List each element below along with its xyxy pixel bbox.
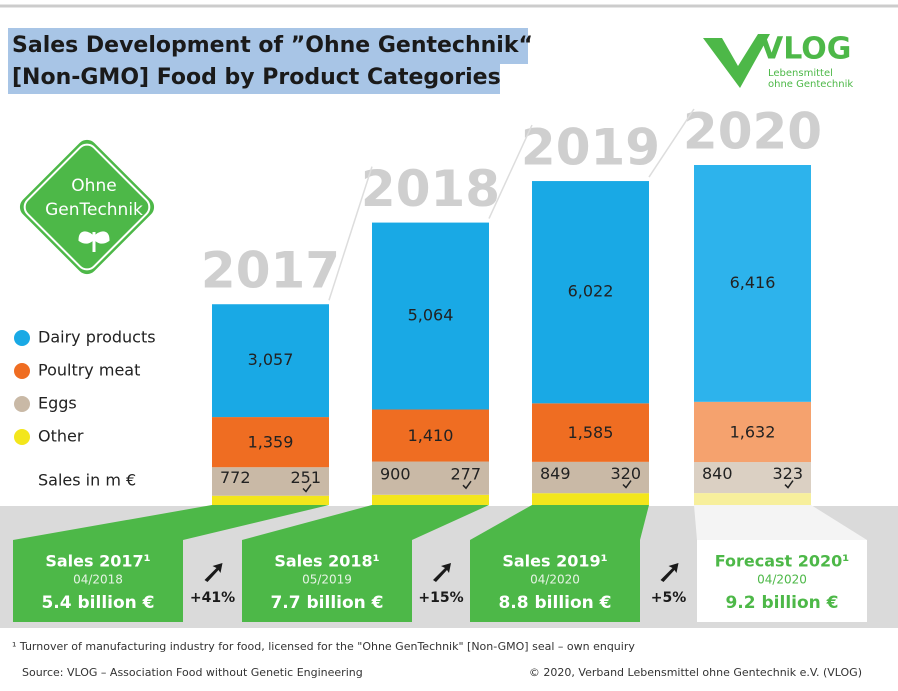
legend-label: Dairy products [38, 328, 156, 347]
category-label: 2018 [361, 160, 500, 218]
bar-segment [372, 409, 489, 462]
logo-mark [703, 34, 770, 88]
summary-date: 04/2020 [530, 573, 580, 587]
pointer [302, 484, 312, 493]
footnote: ¹ Turnover of manufacturing industry for… [12, 640, 635, 653]
badge-text: GenTechnik [45, 200, 143, 220]
bar-segment [694, 401, 811, 463]
title-highlight [8, 62, 500, 94]
legend-swatch [14, 363, 30, 379]
summary-value: 5.4 billion € [41, 593, 154, 613]
logo-tagline: Lebensmittel [768, 68, 833, 79]
summary-title: Sales 2019¹ [502, 552, 607, 571]
summary-box [470, 540, 640, 622]
value-label: 5,064 [408, 306, 454, 325]
growth-arrow [660, 563, 679, 582]
value-label: 323 [772, 464, 803, 483]
source: Source: VLOG – Association Food without … [22, 666, 363, 679]
bar-segment [372, 494, 489, 505]
logo-tagline: ohne Gentechnik [768, 79, 853, 90]
summary-box [242, 540, 412, 622]
connector [328, 166, 373, 301]
funnel [242, 505, 489, 540]
badge-plant [78, 231, 110, 252]
summary-title: Forecast 2020¹ [715, 552, 850, 571]
title-highlight [8, 28, 528, 64]
summary-value: 7.7 billion € [270, 593, 383, 613]
pointer [462, 480, 472, 490]
chart-title: [Non-GMO] Food by Product Categories [12, 65, 501, 90]
summary-date: 05/2019 [302, 573, 352, 587]
summary-title: Sales 2018¹ [274, 552, 379, 571]
unit-label: Sales in m € [38, 471, 136, 490]
value-label: 772 [220, 468, 251, 487]
value-label: 849 [540, 464, 571, 483]
value-label: 6,022 [568, 282, 614, 301]
category-label: 2019 [521, 119, 660, 177]
summary-value: 9.2 billion € [725, 593, 838, 613]
value-label: 6,416 [730, 273, 776, 292]
legend-label: Poultry meat [38, 361, 140, 380]
summary-title: Sales 2017¹ [45, 552, 150, 571]
summary-box [697, 540, 867, 622]
value-label: 1,359 [248, 433, 294, 452]
bar-segment [694, 493, 811, 505]
growth-arrow [204, 563, 223, 582]
value-label: 840 [702, 464, 733, 483]
bar-segment [532, 493, 649, 505]
bar-segment [372, 222, 489, 410]
value-label: 1,632 [730, 422, 776, 441]
legend-swatch [14, 396, 30, 412]
bar-segment [212, 467, 329, 496]
growth-label: +5% [651, 590, 687, 606]
legend-label: Other [38, 427, 84, 446]
legend-label: Eggs [38, 394, 77, 413]
copyright: © 2020, Verband Lebensmittel ohne Gentec… [529, 666, 862, 679]
bar-segment [372, 461, 489, 495]
funnel [694, 505, 867, 540]
bar-segment [694, 462, 811, 494]
bar-segment [532, 461, 649, 494]
value-label: 277 [450, 465, 481, 484]
growth-label: +41% [190, 590, 235, 606]
value-label: 1,410 [408, 426, 454, 445]
pointer [622, 480, 632, 489]
chart-title: Sales Development of ”Ohne Gentechnik“ [12, 33, 533, 58]
funnel [470, 505, 649, 540]
summary-date: 04/2020 [757, 573, 807, 587]
bar-segment [212, 495, 329, 505]
funnel [13, 505, 329, 540]
logo-name: VLOG [760, 32, 851, 67]
bar-segment [212, 417, 329, 468]
bar-segment [532, 181, 649, 404]
bar-segment [532, 403, 649, 462]
badge-border [23, 143, 151, 271]
value-label: 3,057 [248, 350, 294, 369]
connector [648, 108, 695, 178]
summary-date: 04/2018 [73, 573, 123, 587]
value-label: 900 [380, 465, 411, 484]
legend-swatch [14, 429, 30, 445]
value-label: 1,585 [568, 423, 614, 442]
pointer [784, 480, 794, 489]
badge-text: Ohne [71, 176, 116, 196]
growth-arrow [433, 563, 451, 582]
category-label: 2020 [683, 103, 822, 161]
category-label: 2017 [201, 242, 340, 300]
connector [488, 124, 533, 219]
bar-segment [694, 165, 811, 402]
legend-swatch [14, 330, 30, 346]
summary-box [13, 540, 183, 622]
bar-segment [212, 304, 329, 418]
badge [16, 136, 158, 278]
growth-label: +15% [418, 590, 463, 606]
value-label: 251 [290, 468, 321, 487]
summary-value: 8.8 billion € [498, 593, 611, 613]
value-label: 320 [610, 464, 641, 483]
